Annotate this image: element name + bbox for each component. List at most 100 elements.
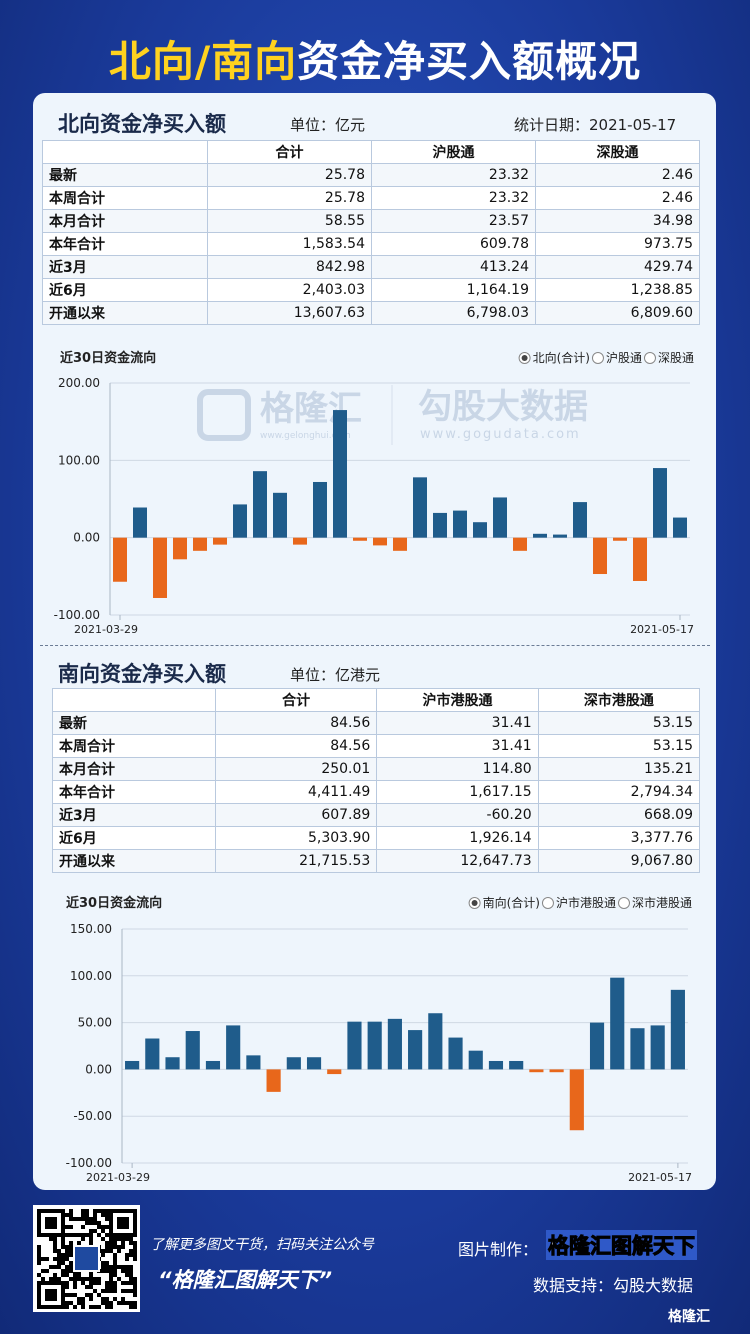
qr-module (121, 1241, 125, 1245)
qr-module (61, 1305, 65, 1309)
qr-module (125, 1281, 129, 1285)
qr-module (37, 1217, 41, 1221)
qr-module (113, 1245, 117, 1249)
qr-module (109, 1289, 113, 1293)
cell: 84.56 (214, 711, 378, 735)
qr-module (89, 1273, 93, 1277)
qr-module (85, 1221, 89, 1225)
bar (453, 510, 467, 538)
table-row: 开通以来 21,715.53 12,647.73 9,067.80 (52, 849, 701, 873)
qr-module (37, 1297, 41, 1301)
qr-module (129, 1305, 133, 1309)
bar (113, 537, 127, 582)
qr-module (65, 1285, 69, 1289)
qr-module (117, 1301, 121, 1305)
divider (40, 645, 710, 646)
qr-module (113, 1289, 117, 1293)
qr-module (81, 1225, 85, 1229)
qr-module (129, 1281, 133, 1285)
qr-module (49, 1225, 53, 1229)
qr-module (105, 1285, 109, 1289)
row-label: 本年合计 (52, 780, 216, 804)
qr-module (45, 1221, 49, 1225)
qr-module (37, 1221, 41, 1225)
bar (266, 1069, 281, 1092)
row-label: 本周合计 (42, 186, 208, 210)
legend-label: 深市港股通 (632, 895, 692, 910)
qr-module (37, 1253, 41, 1257)
legend-label: 深股通 (658, 351, 694, 365)
qr-module (125, 1289, 129, 1293)
cell: 429.74 (535, 255, 700, 279)
qr-module (85, 1233, 89, 1237)
qr-module (73, 1277, 77, 1281)
qr-module (105, 1245, 109, 1249)
cell: 23.32 (371, 163, 536, 187)
cell: 413.24 (371, 255, 536, 279)
qr-module (101, 1269, 105, 1273)
cell: 973.75 (535, 232, 700, 256)
bar (185, 1031, 200, 1070)
bar (306, 1057, 322, 1070)
qr-module (125, 1253, 129, 1257)
date: 统计日期：2021-05-17 (514, 116, 677, 134)
qr-module (117, 1249, 121, 1253)
qr-module (61, 1233, 65, 1237)
bar (246, 1055, 261, 1070)
qr-module (53, 1289, 57, 1293)
qr-module (77, 1217, 81, 1221)
qr-module (93, 1229, 97, 1233)
cell: 25.78 (207, 186, 372, 210)
table-row: 开通以来 13,607.63 6,798.03 6,809.60 (42, 301, 700, 325)
qr-module (81, 1213, 85, 1217)
bar (549, 1069, 564, 1073)
bar (633, 537, 647, 581)
qr-module (109, 1213, 113, 1217)
qr-module (109, 1285, 113, 1289)
qr-module (61, 1229, 65, 1233)
qr-module (113, 1237, 117, 1241)
title-highlight: 北向/南向 (108, 37, 298, 86)
qr-module (109, 1209, 113, 1213)
qr-module (49, 1281, 53, 1285)
corner-logo: 格隆汇 (668, 1309, 710, 1325)
qr-module (65, 1305, 69, 1309)
qr-module (109, 1269, 113, 1273)
qr-module (61, 1273, 65, 1277)
cell: 1,164.19 (371, 278, 536, 302)
qr-module (113, 1253, 117, 1257)
row-label: 近6月 (52, 826, 216, 850)
qr-module (109, 1241, 113, 1245)
qr-module (121, 1217, 125, 1221)
title-rest: 资金净买入额概况 (297, 37, 642, 86)
qr-module (93, 1217, 97, 1221)
legend-radio (617, 897, 630, 909)
qr-module (117, 1265, 121, 1269)
qr-module (37, 1301, 41, 1305)
qr-module (105, 1265, 109, 1269)
qr-module (125, 1273, 129, 1277)
qr-module (129, 1273, 133, 1277)
qr-module (113, 1297, 117, 1301)
page-title: 北向/南向资金净买入额概况 (0, 28, 750, 89)
qr-module (109, 1273, 113, 1277)
qr-module (97, 1233, 101, 1237)
qr-module (109, 1233, 113, 1237)
qr-module (53, 1209, 57, 1213)
qr-module (133, 1277, 137, 1281)
qr-module (129, 1253, 133, 1257)
cell: 2,794.34 (537, 780, 701, 804)
qr-module (49, 1221, 53, 1225)
qr-module (45, 1281, 49, 1285)
qr-module (53, 1273, 57, 1277)
qr-module (45, 1217, 49, 1221)
qr-module (129, 1209, 133, 1213)
qr-module (121, 1209, 125, 1213)
bar (273, 492, 287, 538)
bar (488, 1060, 504, 1070)
bar (327, 1069, 342, 1075)
table: 合计 沪市港股通 深市港股通 最新 84.56 31.41 53.15 本周合计 84.56 31… (52, 688, 701, 873)
cell: 12,647.73 (376, 849, 539, 873)
qr-module (53, 1217, 57, 1221)
bar (573, 502, 587, 538)
